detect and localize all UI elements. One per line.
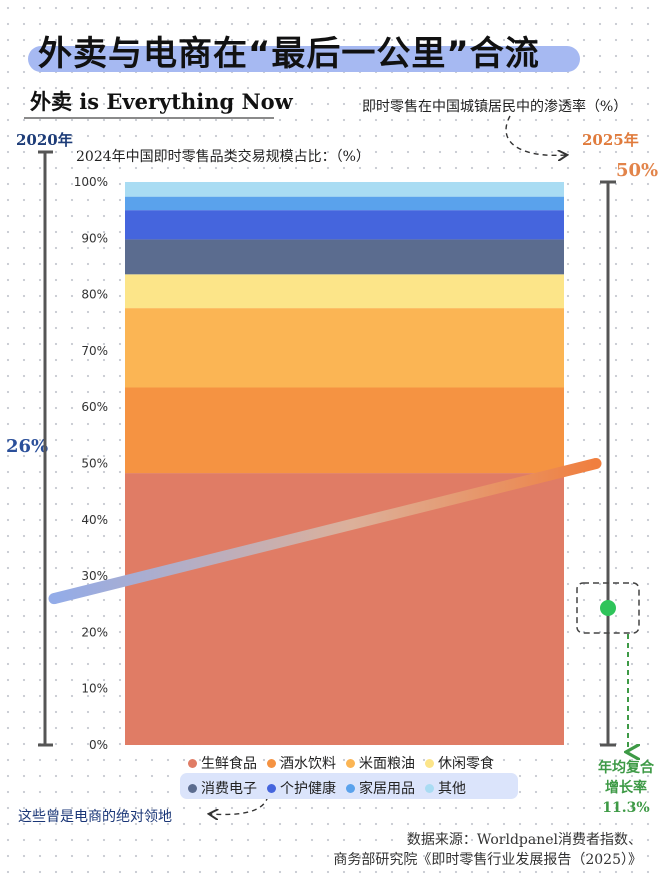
legend-swatch	[346, 783, 355, 793]
bar-segment-7	[125, 196, 564, 211]
bar-segment-4	[125, 274, 564, 309]
y-tick-label: 70%	[81, 344, 108, 358]
legend-swatch	[267, 783, 276, 793]
legend-label: 酒水饮料	[280, 756, 336, 772]
line-annotation: 即时零售在中国城镇居民中的渗透率（%）	[362, 99, 628, 115]
cagr-highlight-box	[576, 582, 640, 634]
legend-row: 生鲜食品 酒水饮料 米面粮油 休闲零食	[188, 753, 494, 773]
line-point-2020	[48, 593, 60, 605]
legend-swatch	[188, 758, 197, 768]
annotation-arrow	[505, 115, 566, 155]
bar-segment-8	[125, 182, 564, 197]
legend-item: 家居用品	[346, 778, 415, 798]
year-end-label: 2025年	[582, 131, 639, 149]
y-tick-label: 50%	[81, 457, 108, 471]
cagr-label: 年均复合 增长率 11.3%	[588, 758, 660, 818]
y-tick-label: 20%	[81, 625, 108, 639]
y-tick-label: 40%	[81, 513, 108, 527]
title-area: 外卖与电商在“最后一公里”合流	[22, 22, 582, 80]
penetration-start-value: 26%	[6, 436, 49, 457]
chart-legend: 生鲜食品 酒水饮料 米面粮油 休闲零食 消费电子 个护健康 家居用品 其他	[180, 751, 518, 801]
bar-segment-3	[125, 308, 564, 388]
footnote-arrow	[210, 795, 269, 814]
legend-label: 家居用品	[359, 781, 415, 797]
legend-item: 其他	[425, 778, 466, 798]
source-note: 数据来源：Worldpanel消费者指数、 商务部研究院《即时零售行业发展报告（…	[333, 830, 642, 870]
legend-item: 米面粮油	[346, 753, 415, 773]
title-highlight-band	[28, 46, 580, 72]
y-tick-label: 60%	[81, 400, 108, 414]
legend-item: 生鲜食品	[188, 753, 257, 773]
bar-segment-6	[125, 210, 564, 240]
y-tick-label: 10%	[81, 682, 108, 696]
legend-item: 个护健康	[267, 778, 336, 798]
legend-label: 消费电子	[201, 781, 257, 797]
cagr-marker-dot	[600, 600, 616, 616]
subtitle: 外卖 is Everything Now	[30, 89, 293, 114]
line-point-2025	[590, 458, 602, 469]
bar-segment-5	[125, 239, 564, 275]
legend-item: 消费电子	[188, 778, 257, 798]
subtitle-underline	[24, 117, 274, 119]
y-tick-label: 80%	[81, 288, 108, 302]
legend-swatch	[346, 758, 355, 768]
penetration-trend-line	[52, 458, 598, 604]
cagr-line1: 年均复合	[598, 760, 654, 776]
y-tick-label: 90%	[81, 231, 108, 245]
legend-swatch	[425, 758, 434, 768]
source-line-2: 商务部研究院《即时零售行业发展报告（2025）》	[333, 852, 642, 868]
legend-label: 米面粮油	[359, 756, 415, 772]
legend-label: 生鲜食品	[201, 756, 257, 772]
y-tick-label: 0%	[89, 738, 108, 752]
legend-item: 休闲零食	[425, 753, 494, 773]
y-tick-label: 30%	[81, 569, 108, 583]
legend-label: 个护健康	[280, 781, 336, 797]
footnote: 这些曾是电商的绝对领地	[18, 809, 172, 825]
penetration-end-value: 50%	[616, 160, 659, 181]
cagr-line2: 增长率	[605, 780, 647, 796]
legend-swatch	[425, 783, 434, 793]
chart-title: 2024年中国即时零售品类交易规模占比：（%）	[76, 149, 370, 165]
cagr-value: 11.3%	[602, 800, 650, 816]
bar-segment-2	[125, 387, 564, 474]
page-title: 外卖与电商在“最后一公里”合流	[38, 34, 540, 74]
year-start-label: 2020年	[16, 131, 73, 149]
legend-swatch	[267, 758, 276, 768]
legend-swatch	[188, 783, 197, 793]
y-tick-label: 100%	[74, 175, 108, 189]
legend-item: 酒水饮料	[267, 753, 336, 773]
legend-label: 休闲零食	[438, 756, 494, 772]
legend-label: 其他	[438, 781, 466, 797]
bar-segment-1	[125, 473, 564, 745]
legend-row: 消费电子 个护健康 家居用品 其他	[188, 778, 466, 798]
source-line-1: 数据来源：Worldpanel消费者指数、	[406, 832, 642, 848]
